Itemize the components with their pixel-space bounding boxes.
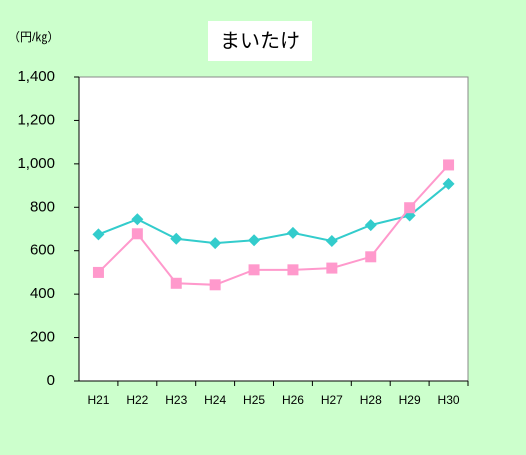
- marker: [248, 264, 260, 276]
- marker: [131, 228, 143, 240]
- y-tick-label: 0: [47, 372, 55, 389]
- x-tick-label: H21: [87, 393, 109, 407]
- x-tick-label: H22: [126, 393, 148, 407]
- marker: [170, 232, 183, 245]
- marker: [286, 226, 299, 239]
- marker: [404, 202, 416, 214]
- x-tick-label: H27: [321, 393, 343, 407]
- y-tick-label: 1,000: [17, 155, 55, 172]
- marker: [326, 262, 338, 274]
- y-tick-label: 400: [30, 285, 55, 302]
- marker: [131, 213, 144, 226]
- marker: [325, 234, 338, 247]
- marker: [248, 234, 261, 247]
- y-tick-label: 600: [30, 242, 55, 259]
- series-line: [97, 164, 450, 286]
- series-line: [98, 183, 450, 245]
- chart-title: まいたけ: [220, 30, 300, 52]
- marker: [364, 219, 377, 232]
- x-tick-label: H30: [438, 393, 460, 407]
- x-tick-label: H28: [360, 393, 382, 407]
- marker: [443, 159, 455, 171]
- marker: [92, 266, 104, 278]
- marker: [287, 264, 299, 276]
- title-box: [208, 21, 312, 61]
- y-tick-label: 1,400: [17, 68, 55, 85]
- y-tick-label: 800: [30, 198, 55, 215]
- marker: [442, 177, 455, 190]
- x-tick-label: H26: [282, 393, 304, 407]
- marker: [209, 237, 222, 250]
- y-tick-label: 1,200: [17, 111, 55, 128]
- marker: [170, 277, 182, 289]
- plot-area: [78, 76, 469, 382]
- marker: [92, 228, 105, 241]
- x-tick-label: H25: [243, 393, 265, 407]
- x-tick-label: H29: [399, 393, 421, 407]
- x-tick-label: H23: [165, 393, 187, 407]
- unit-label: （円/㎏）: [8, 30, 59, 44]
- marker: [365, 251, 377, 263]
- y-tick-label: 200: [30, 329, 55, 346]
- x-tick-label: H24: [204, 393, 226, 407]
- marker: [209, 279, 221, 291]
